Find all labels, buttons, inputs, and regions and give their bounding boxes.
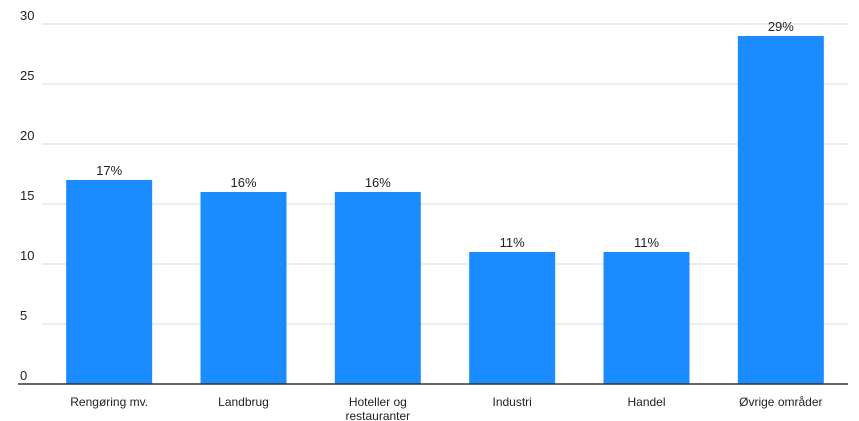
- data-label: 29%: [768, 19, 794, 34]
- x-axis-categories: Rengøring mv. Landbrug Hoteller og restaura…: [70, 395, 822, 421]
- data-label: 16%: [365, 175, 391, 190]
- bar: [334, 192, 421, 384]
- y-tick-label: 30: [20, 8, 34, 23]
- gridlines: [42, 23, 848, 325]
- y-tick-label: 5: [20, 308, 27, 323]
- y-tick-label: 0: [20, 368, 27, 383]
- category-label: Øvrige områder: [739, 395, 822, 409]
- category-label: Hoteller og restauranter: [345, 395, 410, 421]
- data-labels: 17% 16% 16% 11% 11% 29%: [96, 19, 794, 250]
- category-label: Handel: [627, 395, 665, 409]
- category-label-line: Hoteller og: [349, 395, 407, 409]
- data-label: 17%: [96, 163, 122, 178]
- category-label-line: Handel: [627, 395, 665, 409]
- data-label: 16%: [230, 175, 256, 190]
- category-label-line: Landbrug: [218, 395, 269, 409]
- category-label-line: Industri: [492, 395, 531, 409]
- category-label: Industri: [492, 395, 531, 409]
- bar: [737, 36, 824, 384]
- bar: [469, 252, 556, 384]
- data-label: 11%: [634, 235, 659, 250]
- category-label: Rengøring mv.: [70, 395, 148, 409]
- y-tick-label: 20: [20, 128, 34, 143]
- y-tick-label: 25: [20, 68, 34, 83]
- bar: [66, 180, 153, 384]
- category-label-line: restauranter: [345, 409, 410, 421]
- bars: [66, 36, 824, 384]
- y-axis-ticks: 0 5 10 15 20 25 30: [20, 8, 34, 383]
- bar: [603, 252, 690, 384]
- y-tick-label: 10: [20, 248, 34, 263]
- bar: [200, 192, 287, 384]
- category-label-line: Rengøring mv.: [70, 395, 148, 409]
- y-tick-label: 15: [20, 188, 34, 203]
- data-label: 11%: [500, 235, 525, 250]
- category-label-line: Øvrige områder: [739, 395, 822, 409]
- category-label: Landbrug: [218, 395, 269, 409]
